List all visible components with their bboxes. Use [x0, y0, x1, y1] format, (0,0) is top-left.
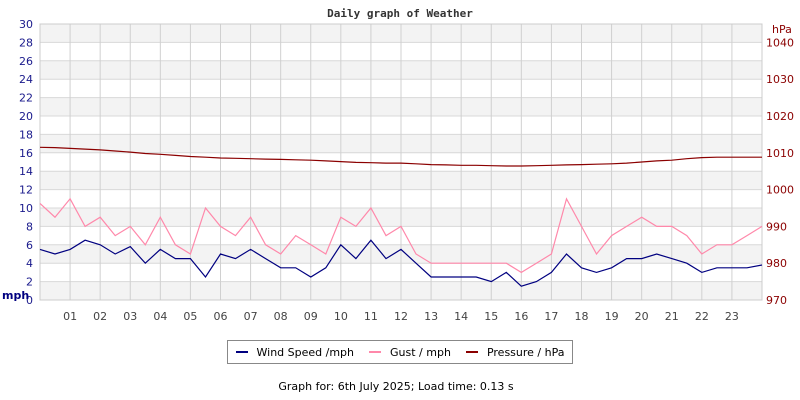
right-tick-label: 970	[766, 294, 787, 307]
right-tick-label: 1020	[766, 110, 794, 123]
x-tick-label: 21	[665, 310, 679, 323]
left-tick-label: 8	[26, 220, 33, 233]
x-tick-label: 07	[244, 310, 258, 323]
legend-item-pressure: Pressure / hPa	[465, 345, 565, 359]
legend-item-gust: Gust / mph	[369, 346, 451, 359]
plot-border	[39, 23, 763, 301]
left-tick-label: 4	[26, 257, 33, 270]
x-tick-label: 08	[274, 310, 288, 323]
x-tick-label: 10	[334, 310, 348, 323]
left-tick-label: 2	[26, 276, 33, 289]
x-tick-label: 04	[153, 310, 167, 323]
x-tick-label: 13	[424, 310, 438, 323]
x-tick-label: 01	[63, 310, 77, 323]
left-axis-label: mph	[2, 289, 29, 302]
x-tick-label: 17	[544, 310, 558, 323]
footer-status: Graph for: 6th July 2025; Load time: 0.1…	[278, 380, 514, 393]
legend-label: Wind Speed /mph	[256, 345, 355, 359]
x-tick-label: 23	[725, 310, 739, 323]
right-tick-label: 1030	[766, 73, 794, 86]
legend-label: Pressure / hPa	[486, 345, 565, 359]
left-tick-label: 0	[26, 294, 33, 307]
x-tick-label: 03	[123, 310, 137, 323]
series-line-wind	[39, 239, 763, 287]
legend: Wind Speed /mph Gust / mph Pressure / hP…	[227, 340, 573, 364]
left-tick-label: 22	[19, 92, 33, 105]
right-axis-label: hPa	[772, 23, 792, 36]
x-tick-label: 06	[214, 310, 228, 323]
x-tick-label: 15	[484, 310, 498, 323]
gust-swatch	[369, 351, 382, 353]
left-tick-label: 6	[26, 239, 33, 252]
right-tick-label: 1010	[766, 147, 794, 160]
x-tick-label: 19	[605, 310, 619, 323]
pressure-swatch	[465, 351, 478, 353]
series-line-pressure	[39, 146, 762, 167]
left-tick-label: 28	[19, 36, 33, 49]
right-tick-label: 990	[766, 220, 787, 233]
x-tick-label: 14	[454, 310, 468, 323]
left-tick-label: 12	[19, 184, 33, 197]
left-tick-label: 20	[19, 110, 33, 123]
x-tick-label: 05	[183, 310, 197, 323]
x-tick-label: 09	[304, 310, 318, 323]
x-tick-label: 12	[394, 310, 408, 323]
x-tick-label: 22	[695, 310, 709, 323]
legend-label: Gust / mph	[390, 345, 451, 359]
left-tick-label: 10	[19, 202, 33, 215]
right-tick-label: 1000	[766, 184, 794, 197]
weather-chart: Daily graph of Weather 02468101214161820…	[2, 7, 794, 323]
left-tick-label: 14	[19, 165, 33, 178]
left-tick-label: 30	[19, 18, 33, 31]
left-tick-label: 24	[19, 73, 33, 86]
x-tick-label: 11	[364, 310, 378, 323]
wind-swatch	[235, 351, 248, 353]
left-tick-label: 26	[19, 55, 33, 68]
legend-item-wind: Wind Speed /mph	[235, 345, 355, 359]
left-tick-label: 18	[19, 128, 33, 141]
chart-title: Daily graph of Weather	[327, 7, 473, 20]
x-tick-label: 18	[575, 310, 589, 323]
x-tick-label: 20	[635, 310, 649, 323]
x-tick-label: 16	[514, 310, 528, 323]
x-tick-label: 02	[93, 310, 107, 323]
right-tick-label: 980	[766, 257, 787, 270]
left-tick-label: 16	[19, 147, 33, 160]
series-line-gust	[39, 197, 763, 274]
right-tick-label: 1040	[766, 36, 794, 49]
